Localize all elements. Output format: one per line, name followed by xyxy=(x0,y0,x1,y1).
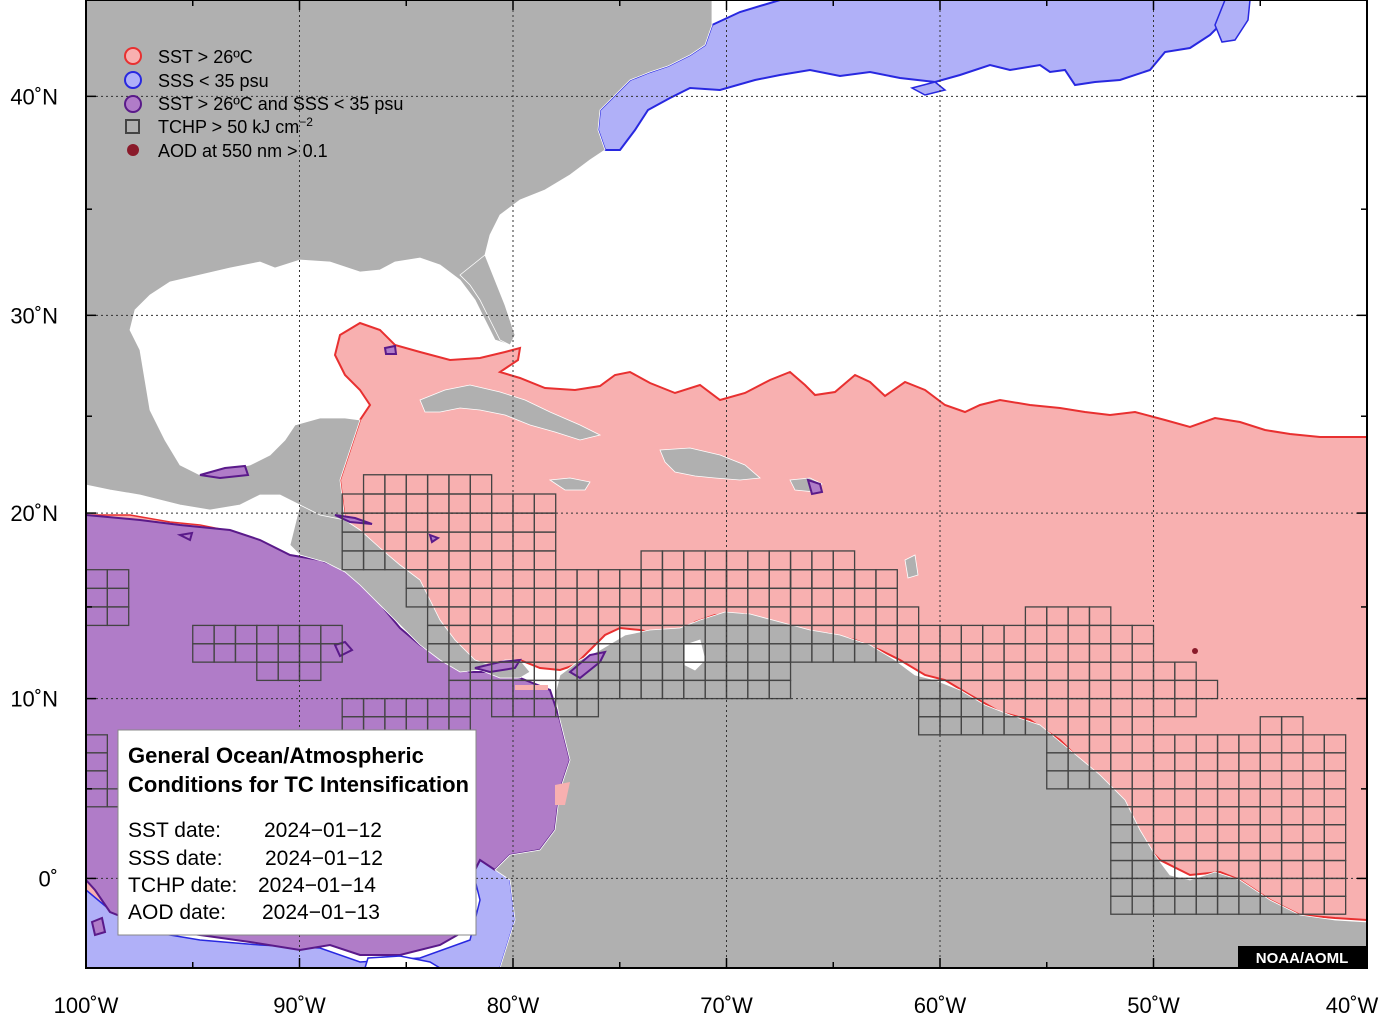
lat-tick-label: 30˚N xyxy=(10,303,58,328)
axis-labels: 100˚W 90˚W 80˚W 70˚W 60˚W 50˚W 40˚W 0˚ 10˚N 20˚N 3… xyxy=(10,84,1378,1018)
both-region xyxy=(90,916,107,937)
credit-background xyxy=(1238,946,1367,968)
sst-date-value: 2024−01−12 xyxy=(264,819,382,842)
lon-tick-label: 60˚W xyxy=(914,993,967,1018)
both-region xyxy=(383,344,398,355)
aod-date-label: AOD date: xyxy=(128,901,226,924)
tchp-cell xyxy=(1131,624,1155,645)
tchp-cell xyxy=(448,697,471,718)
ocean-background xyxy=(364,955,442,968)
legend: SST > 26ºC SSS < 35 psu SST > 26ºC and S… xyxy=(124,47,403,161)
tchp-date-label: TCHP date: xyxy=(128,874,237,897)
sss-region xyxy=(1214,0,1251,43)
lon-tick-label: 40˚W xyxy=(1326,993,1379,1018)
tchp-cell xyxy=(533,493,557,514)
cuba xyxy=(419,384,602,441)
aod-date-value: 2024−01−13 xyxy=(262,901,380,924)
legend-sst-label: SST > 26ºC xyxy=(158,47,253,67)
florida xyxy=(459,254,516,346)
legend-both-label: SST > 26ºC and SSS < 35 psu xyxy=(158,94,403,114)
both-region xyxy=(334,514,373,525)
lat-tick-label: 0˚ xyxy=(38,866,58,891)
tchp-cell xyxy=(1280,716,1304,736)
legend-tchp-swatch xyxy=(125,119,140,134)
both-region xyxy=(90,344,824,937)
info-title-line1: General Ocean/Atmospheric xyxy=(128,743,424,768)
legend-aod-swatch xyxy=(127,144,139,156)
lon-tick-label: 100˚W xyxy=(54,993,119,1018)
both-region xyxy=(176,531,194,542)
tchp-cell xyxy=(768,661,792,682)
sst-region xyxy=(515,685,570,805)
tchp-cell xyxy=(875,569,898,590)
tchp-cell xyxy=(320,624,343,645)
tchp-cell xyxy=(1174,661,1197,682)
lon-tick-label: 90˚W xyxy=(273,993,326,1018)
lat-tick-label: 40˚N xyxy=(10,84,58,109)
tchp-cell xyxy=(106,569,130,590)
legend-both-swatch xyxy=(124,95,142,113)
sst-region xyxy=(555,782,570,805)
lon-tick-label: 80˚W xyxy=(487,993,540,1018)
tchp-cell xyxy=(1323,788,1347,808)
info-box-background xyxy=(117,729,477,936)
sst-date-label: SST date: xyxy=(128,819,221,842)
jamaica xyxy=(548,477,591,491)
legend-sst-swatch xyxy=(124,47,142,65)
hispaniola xyxy=(659,447,761,481)
both-region xyxy=(806,478,824,496)
info-box: General Ocean/Atmospheric Conditions for… xyxy=(117,729,477,936)
info-title-line2: Conditions for TC Intensification xyxy=(128,772,469,797)
central-america xyxy=(289,504,531,679)
both-region xyxy=(474,658,522,674)
aod-marker xyxy=(1192,648,1198,654)
lat-tick-label: 20˚N xyxy=(10,501,58,526)
lon-tick-label: 50˚W xyxy=(1127,993,1180,1018)
sss-date-label: SSS date: xyxy=(128,847,223,870)
tchp-date-value: 2024−01−14 xyxy=(258,874,376,897)
sss-region xyxy=(909,81,947,96)
both-region xyxy=(428,533,441,544)
tchp-cell xyxy=(896,606,920,627)
lat-tick-label: 10˚N xyxy=(10,687,58,712)
legend-aod-label: AOD at 550 nm > 0.1 xyxy=(158,141,328,161)
lon-tick-label: 70˚W xyxy=(700,993,753,1018)
legend-sss-label: SSS < 35 psu xyxy=(158,71,269,91)
both-region xyxy=(199,464,250,480)
sss-date-value: 2024−01−12 xyxy=(265,847,383,870)
island xyxy=(904,554,919,579)
credit-label: NOAA/AOML xyxy=(1256,950,1349,967)
tchp-cell xyxy=(1323,734,1347,754)
legend-sss-swatch xyxy=(124,71,142,89)
legend-tchp-label: TCHP > 50 kJ cm−2 xyxy=(158,115,313,137)
tchp-cell xyxy=(86,734,109,754)
tchp-cell xyxy=(1088,606,1112,627)
sst-region xyxy=(515,685,548,690)
both-region xyxy=(568,650,607,680)
